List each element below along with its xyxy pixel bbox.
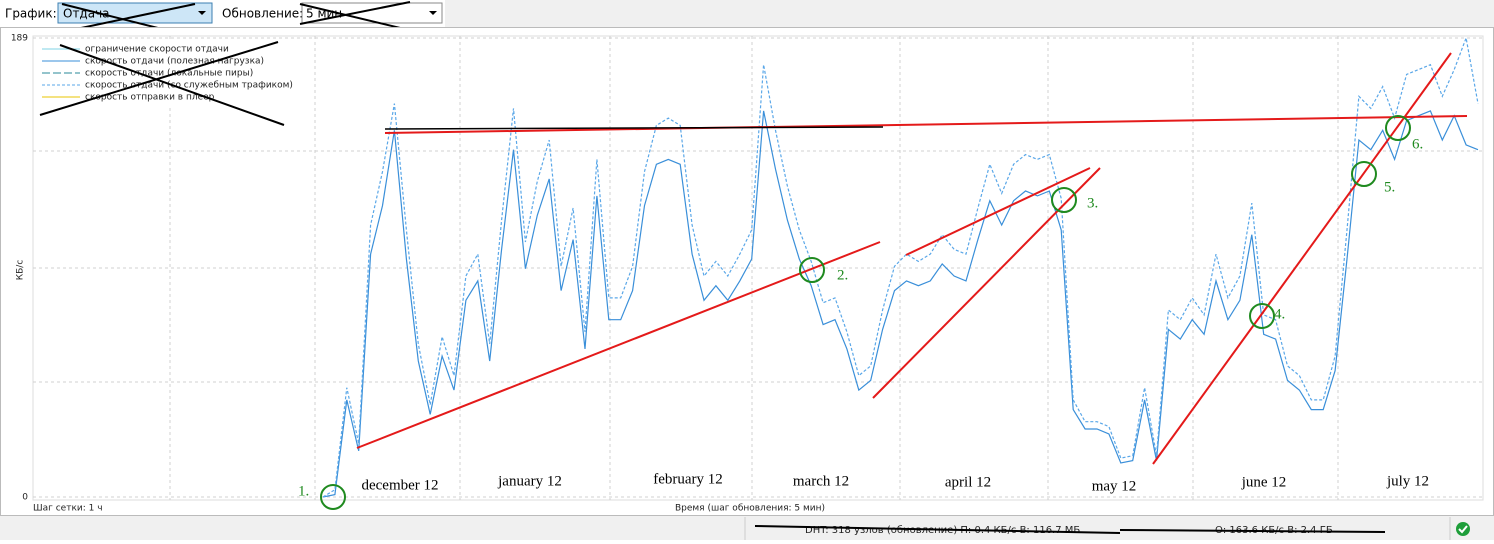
legend-strike <box>39 41 285 126</box>
month-label: june 12 <box>1241 474 1287 490</box>
annotation-label: 6. <box>1412 136 1423 152</box>
month-label: march 12 <box>793 473 849 489</box>
status-ok-icon <box>1456 522 1470 536</box>
month-label: april 12 <box>945 474 991 490</box>
y-tick-label: 0 <box>22 493 28 503</box>
status-bar <box>0 516 1494 540</box>
graph-select-value[interactable]: Отдача <box>63 7 110 21</box>
month-label: january 12 <box>497 473 562 489</box>
annotation-label: 2. <box>837 267 848 283</box>
y-axis-label: КБ/с <box>16 260 26 281</box>
legend-label: скорость отправки в плеер <box>85 93 215 103</box>
y-tick-label: 189 <box>11 34 28 44</box>
trend-lines <box>356 52 1468 465</box>
annotation-label: 1. <box>298 483 309 499</box>
series-line <box>322 35 1479 498</box>
graph-label: График: <box>5 7 57 21</box>
x-axis-label: Время (шаг обновления: 5 мин) <box>675 504 825 514</box>
toolbar-bg <box>445 0 1494 27</box>
status-strike <box>754 525 1386 534</box>
series-line <box>322 110 1479 498</box>
month-label: december 12 <box>361 477 438 493</box>
legend-label: скорость отдачи (со служебным трафиком) <box>85 81 293 91</box>
annotation-label: 3. <box>1087 195 1098 211</box>
black-mark <box>384 126 884 130</box>
legend-label: скорость отдачи (полезная нагрузка) <box>85 57 264 67</box>
month-label: may 12 <box>1092 478 1137 494</box>
dropdown-arrow <box>429 11 437 15</box>
annotation-label: 5. <box>1384 179 1395 195</box>
legend-label: ограничение скорости отдачи <box>85 45 229 55</box>
legend-label: скорость отдачи (локальные пиры) <box>85 69 253 79</box>
update-label: Обновление: <box>222 7 303 21</box>
month-label: july 12 <box>1386 473 1429 489</box>
annotation-label: 4. <box>1274 306 1285 322</box>
grid <box>33 36 1483 500</box>
check <box>1458 525 1468 534</box>
grid-step-label: Шаг сетки: 1 ч <box>33 504 103 514</box>
update-select[interactable] <box>301 2 443 24</box>
circles <box>320 115 1411 510</box>
month-label: february 12 <box>653 471 723 487</box>
dropdown-arrow <box>198 11 206 15</box>
